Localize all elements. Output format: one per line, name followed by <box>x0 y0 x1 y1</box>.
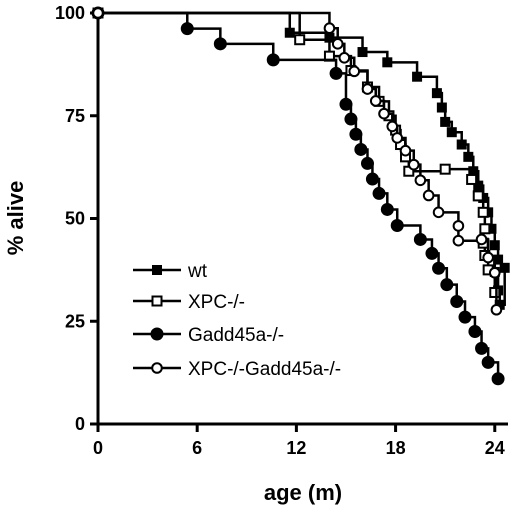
data-point <box>382 57 393 68</box>
series-3 <box>91 6 505 386</box>
data-point <box>329 66 343 80</box>
x-tick-label: 12 <box>286 438 306 458</box>
y-tick-label: 25 <box>65 311 85 331</box>
data-point <box>488 266 501 279</box>
data-point <box>489 240 500 251</box>
data-point <box>407 158 420 171</box>
x-axis-title: age (m) <box>264 480 342 505</box>
legend-label: XPC-/- <box>188 292 245 313</box>
data-point <box>440 278 454 292</box>
x-tick-label: 18 <box>386 438 406 458</box>
data-point <box>452 234 465 247</box>
legend-marker <box>151 295 163 307</box>
data-point <box>440 116 451 127</box>
data-point <box>489 286 501 298</box>
data-point <box>482 251 494 264</box>
data-point <box>413 232 427 246</box>
series-1 <box>93 8 510 310</box>
data-point <box>294 34 306 46</box>
y-tick-label: 0 <box>75 414 85 434</box>
data-point <box>331 38 344 50</box>
data-point <box>412 71 423 82</box>
data-point <box>360 156 374 170</box>
data-point <box>468 325 482 339</box>
data-point <box>386 120 399 133</box>
legend-marker <box>151 362 163 374</box>
ticks: 0 6 12 18 24 0 25 50 75 100 <box>55 3 505 458</box>
data-point <box>472 190 484 202</box>
series-line <box>98 11 506 307</box>
data-point <box>491 372 505 386</box>
data-point <box>456 139 467 150</box>
data-point <box>354 142 368 156</box>
legend-marker <box>152 265 162 275</box>
legend-entry: XPC-/-Gadd45a-/- <box>133 359 341 380</box>
data-point <box>361 83 374 95</box>
data-point <box>414 174 427 187</box>
x-tick-label: 24 <box>485 438 505 458</box>
data-point <box>92 7 104 19</box>
data-point <box>481 355 495 369</box>
data-point <box>432 261 446 275</box>
y-tick-label: 100 <box>55 3 85 23</box>
data-point <box>344 112 358 126</box>
data-point <box>390 218 404 232</box>
data-point <box>338 51 351 64</box>
data-point <box>432 206 445 219</box>
data-point <box>369 95 382 107</box>
legend-entry: wt <box>133 261 208 282</box>
data-point <box>446 127 457 138</box>
data-point <box>348 65 361 78</box>
data-point <box>431 88 442 99</box>
data-point <box>422 189 435 202</box>
data-point <box>380 202 394 216</box>
legend-marker <box>150 327 164 341</box>
data-point <box>399 144 412 157</box>
data-point <box>266 53 280 67</box>
data-point <box>458 310 472 324</box>
data-point <box>357 47 368 58</box>
y-tick-label: 50 <box>65 209 85 229</box>
data-point <box>378 107 390 120</box>
series-layer <box>91 6 510 386</box>
data-point <box>479 223 491 235</box>
data-point <box>499 262 510 273</box>
data-point <box>339 97 353 111</box>
data-point <box>391 132 404 144</box>
data-point <box>490 303 503 316</box>
data-point <box>365 172 379 186</box>
x-tick-label: 0 <box>93 438 103 458</box>
series-4 <box>92 7 503 316</box>
x-tick-label: 6 <box>192 438 202 458</box>
data-point <box>477 206 489 218</box>
legend-entry: XPC-/- <box>133 292 245 313</box>
data-point <box>372 186 386 200</box>
legend-label: Gadd45a-/- <box>188 325 284 346</box>
y-axis-title: % alive <box>3 181 28 256</box>
data-point <box>323 22 336 35</box>
legend-entry: Gadd45a-/- <box>133 325 284 346</box>
y-tick-label: 75 <box>65 106 85 126</box>
data-point <box>450 295 464 309</box>
data-point <box>439 163 451 175</box>
legend-label: wt <box>187 261 208 282</box>
data-point <box>284 27 295 38</box>
data-point <box>180 22 194 36</box>
data-point <box>466 173 478 185</box>
legend-label: XPC-/-Gadd45a-/- <box>188 359 341 380</box>
data-point <box>463 151 474 162</box>
data-point <box>213 37 227 51</box>
data-point <box>475 341 489 355</box>
data-point <box>349 127 363 141</box>
data-point <box>425 246 439 260</box>
data-point <box>475 233 488 246</box>
data-point <box>436 102 447 113</box>
data-point <box>452 220 465 232</box>
